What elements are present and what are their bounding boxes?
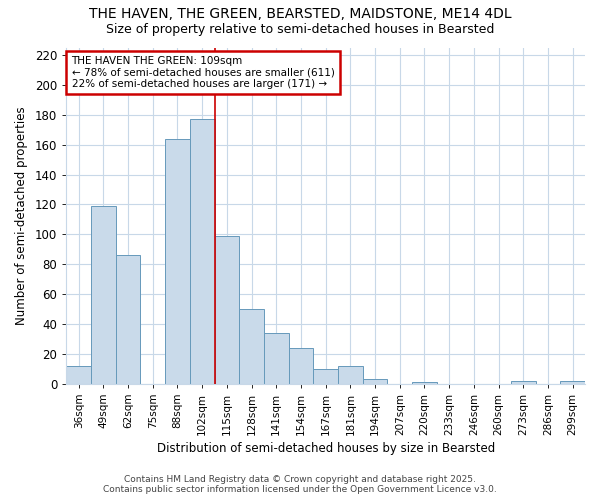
Text: THE HAVEN, THE GREEN, BEARSTED, MAIDSTONE, ME14 4DL: THE HAVEN, THE GREEN, BEARSTED, MAIDSTON… [89,8,511,22]
Bar [363,380,388,384]
Bar [116,256,140,384]
Text: Size of property relative to semi-detached houses in Bearsted: Size of property relative to semi-detach… [106,22,494,36]
Bar [239,309,264,384]
Text: THE HAVEN THE GREEN: 109sqm
← 78% of semi-detached houses are smaller (611)
22% : THE HAVEN THE GREEN: 109sqm ← 78% of sem… [71,56,334,89]
Y-axis label: Number of semi-detached properties: Number of semi-detached properties [15,106,28,325]
Bar [560,381,585,384]
Bar [412,382,437,384]
Bar [67,366,91,384]
Bar [313,369,338,384]
X-axis label: Distribution of semi-detached houses by size in Bearsted: Distribution of semi-detached houses by … [157,442,495,455]
Bar [338,366,363,384]
Bar [190,120,215,384]
Text: Contains HM Land Registry data © Crown copyright and database right 2025.
Contai: Contains HM Land Registry data © Crown c… [103,474,497,494]
Bar [289,348,313,384]
Bar [215,236,239,384]
Bar [511,381,536,384]
Bar [91,206,116,384]
Bar [264,333,289,384]
Bar [165,138,190,384]
